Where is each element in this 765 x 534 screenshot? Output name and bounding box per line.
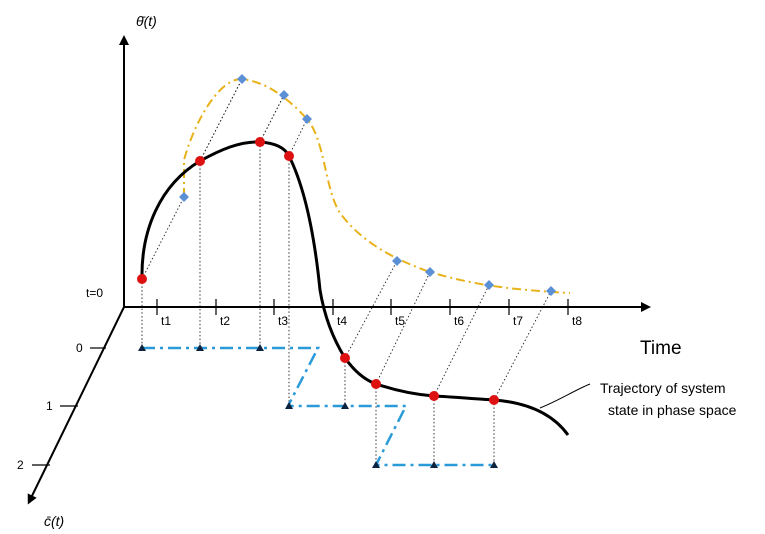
annotation-line-1: Trajectory of system <box>600 380 726 396</box>
annotation-leader-line <box>539 383 591 409</box>
annotation-line-2: state in phase space <box>608 402 737 418</box>
trajectory-point-markers <box>137 137 499 405</box>
projection-guide-lines <box>141 78 552 465</box>
state-tick-label-0: 0 <box>76 341 83 355</box>
state-axis <box>27 306 125 505</box>
state-point-marker <box>430 461 438 468</box>
state-point-marker <box>138 344 146 351</box>
state-tick-label-1: 1 <box>46 399 53 413</box>
projection-point-marker <box>392 256 402 266</box>
projection-curve <box>183 77 571 294</box>
state-point-markers <box>138 344 498 468</box>
time-tick-marks <box>156 299 569 315</box>
value-projection-line <box>288 118 308 157</box>
tick-label-t8: t8 <box>572 314 582 328</box>
tick-label-t6: t6 <box>454 314 464 328</box>
projection-point-marker <box>546 286 556 296</box>
tick-label-t3: t3 <box>278 314 288 328</box>
trajectory-point-marker <box>429 391 439 401</box>
value-projection-line <box>344 260 398 359</box>
state-tick-label-2: 2 <box>17 458 24 472</box>
value-projection-line <box>141 196 185 280</box>
projection-point-marker <box>302 114 312 124</box>
system-trajectory-curve <box>140 140 570 436</box>
state-point-marker <box>196 344 204 351</box>
time-axis-label: Time <box>640 338 682 359</box>
tick-label-t1: t1 <box>161 314 171 328</box>
trajectory-point-marker <box>371 379 381 389</box>
trajectory-point-marker <box>340 353 350 363</box>
projection-point-marker <box>279 90 289 100</box>
discrete-state-path <box>142 346 494 467</box>
projection-point-marker <box>237 74 247 84</box>
state-point-marker <box>372 461 380 468</box>
value-projection-line <box>433 284 490 397</box>
tick-label-t7: t7 <box>513 314 523 328</box>
theta-axis-label: θ̄(t) <box>136 13 157 29</box>
state-point-marker <box>256 344 264 351</box>
tick-label-t4: t4 <box>337 314 347 328</box>
trajectory-point-marker <box>195 156 205 166</box>
value-projection-line <box>259 94 285 143</box>
projection-point-marker <box>425 267 435 277</box>
trajectory-point-marker <box>489 395 499 405</box>
projection-point-marker <box>484 280 494 290</box>
tick-label-t2: t2 <box>220 314 230 328</box>
projection-point-marker <box>179 192 189 202</box>
trajectory-point-marker <box>284 151 294 161</box>
state-point-marker <box>341 402 349 409</box>
value-projection-line <box>375 271 431 385</box>
trajectory-point-marker <box>137 274 147 284</box>
origin-label: t=0 <box>86 286 103 300</box>
value-projection-line <box>199 78 243 162</box>
state-point-marker <box>285 402 293 409</box>
state-axis-label: c̄(t) <box>44 513 64 529</box>
tick-label-t5: t5 <box>395 314 405 328</box>
trajectory-point-marker <box>255 137 265 147</box>
state-point-marker <box>490 461 498 468</box>
projection-point-markers <box>179 74 556 296</box>
